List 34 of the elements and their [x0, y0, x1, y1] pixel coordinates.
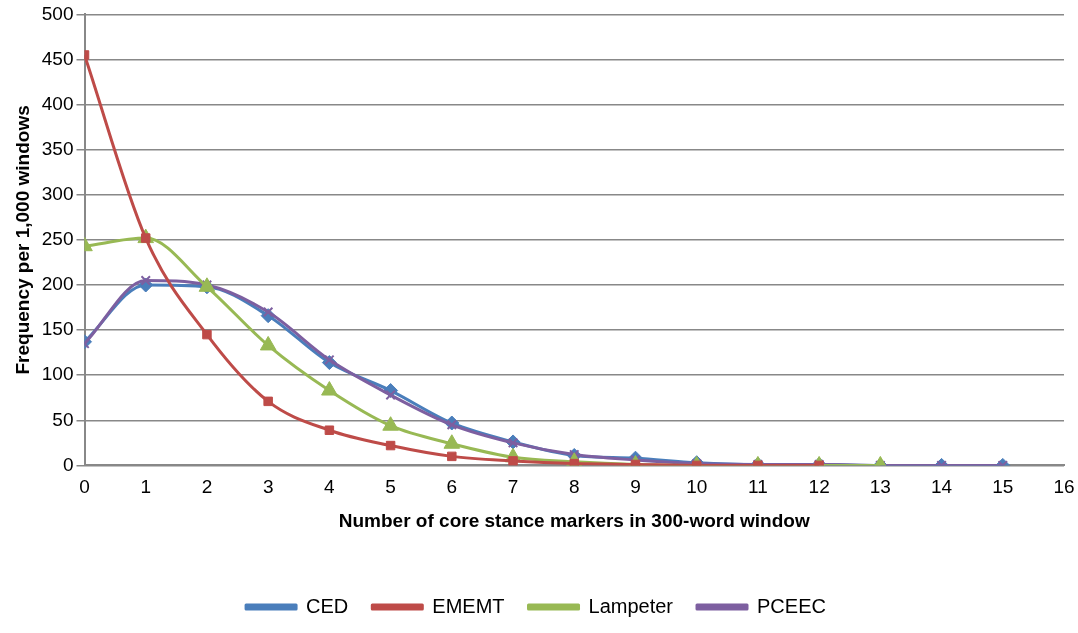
- x-tick-label: 16: [1053, 476, 1075, 498]
- x-tick-label: 7: [507, 476, 519, 498]
- x-tick-label: 2: [201, 476, 213, 498]
- x-tick-label: 1: [140, 476, 152, 498]
- x-tick-label: 9: [630, 476, 641, 498]
- y-tick-label: 200: [41, 273, 74, 295]
- x-tick-label: 3: [262, 476, 274, 498]
- legend-label: CED: [306, 594, 349, 617]
- x-tick-label: 15: [992, 476, 1014, 498]
- y-tick-label: 250: [41, 228, 74, 250]
- y-tick-label: 0: [62, 453, 74, 475]
- legend-label: PCEEC: [757, 594, 826, 617]
- x-tick-label: 8: [568, 476, 580, 498]
- y-tick-label: 150: [41, 318, 74, 340]
- y-axis-title: Frequency per 1,000 windows: [11, 105, 33, 375]
- x-tick-label: 12: [808, 476, 830, 498]
- y-tick-label: 300: [41, 183, 74, 205]
- x-axis-title: Number of core stance markers in 300-word window: [338, 509, 810, 531]
- x-tick-label: 11: [748, 476, 768, 498]
- x-tick-label: 0: [79, 476, 90, 498]
- x-tick-label: 6: [446, 476, 458, 498]
- y-tick-label: 50: [52, 408, 74, 430]
- legend-label: Lampeter: [588, 594, 674, 617]
- x-tick-label: 4: [324, 476, 336, 498]
- y-tick-label: 450: [41, 47, 74, 69]
- y-tick-label: 500: [41, 2, 74, 24]
- y-tick-label: 350: [41, 137, 74, 159]
- x-tick-label: 10: [686, 476, 708, 498]
- x-tick-label: 14: [930, 476, 953, 498]
- x-tick-label: 13: [869, 476, 891, 498]
- x-tick-label: 5: [385, 476, 396, 498]
- y-tick-label: 400: [41, 92, 74, 114]
- legend-label: EMEMT: [432, 594, 505, 617]
- y-tick-label: 100: [41, 363, 74, 385]
